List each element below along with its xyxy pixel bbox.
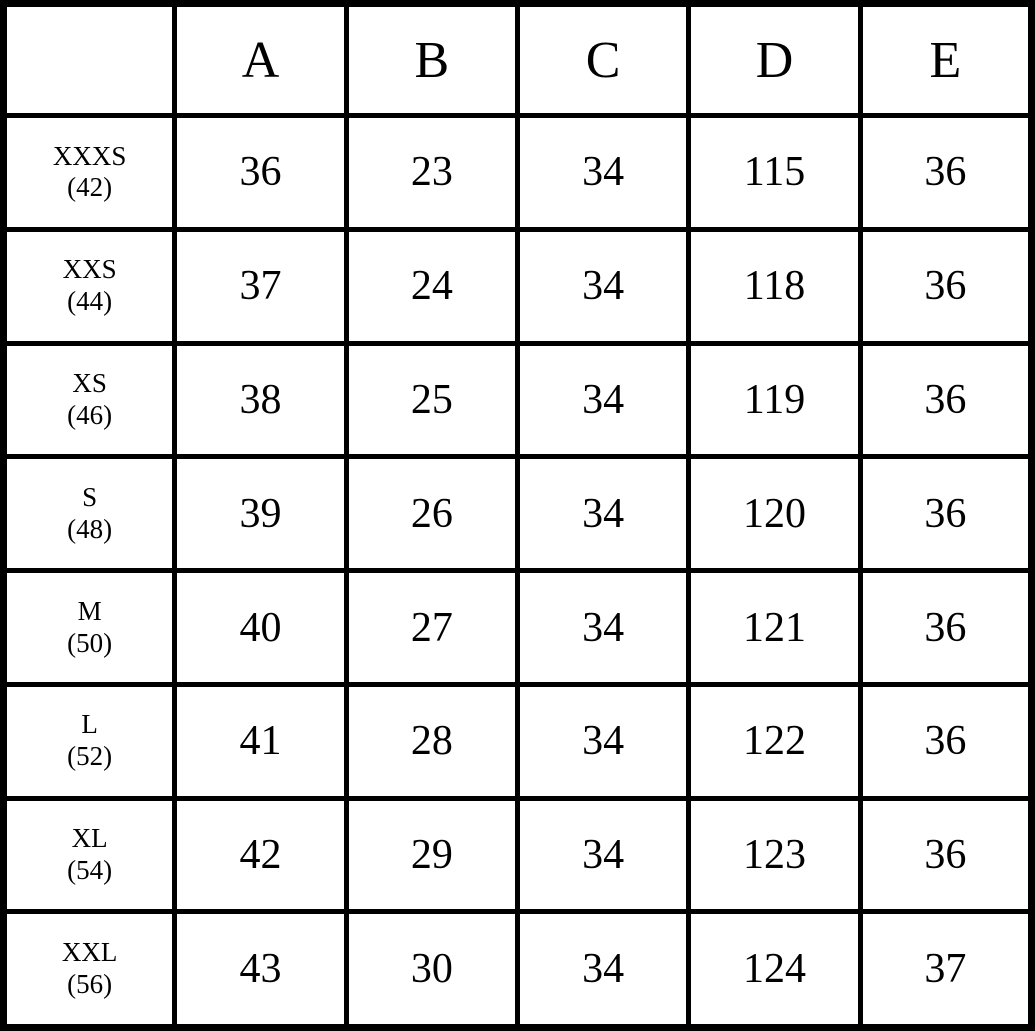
table-cell: 34 [514, 909, 692, 1030]
table-cell: 36 [857, 568, 1035, 687]
table-cell: 36 [172, 113, 349, 232]
table-row-xxs: XXS (44) 37 24 34 118 36 [0, 226, 1035, 346]
table-cell: 36 [857, 226, 1035, 346]
row-label: M (50) [0, 568, 178, 687]
table-row-m: M (50) 40 27 34 121 36 [0, 568, 1035, 687]
table-cell: 42 [172, 795, 349, 915]
table-cell: 34 [514, 795, 692, 915]
table-cell: 34 [514, 226, 692, 346]
table-row-xxl: XXL (56) 43 30 34 124 37 [0, 909, 1035, 1030]
table-row-xxxs: XXXS (42) 36 23 34 115 36 [0, 113, 1035, 232]
table-cell: 34 [514, 454, 692, 574]
column-header-c: C [514, 1, 692, 118]
column-header-e: E [857, 1, 1035, 118]
table-cell: 120 [686, 454, 863, 574]
table-cell: 34 [514, 340, 692, 460]
size-number: (42) [67, 172, 113, 203]
table-row-xl: XL (54) 42 29 34 123 36 [0, 795, 1035, 915]
size-name: XXXS [52, 140, 127, 171]
row-label: XXL (56) [0, 909, 178, 1030]
table-cell: 36 [857, 340, 1035, 460]
table-cell: 25 [343, 340, 520, 460]
table-cell: 24 [343, 226, 520, 346]
table-cell: 43 [172, 909, 349, 1030]
size-number: (50) [67, 627, 113, 658]
table-cell: 36 [857, 113, 1035, 232]
table-cell: 119 [686, 340, 863, 460]
column-header-b: B [343, 1, 520, 118]
column-header-d: D [686, 1, 863, 118]
row-label: L (52) [0, 681, 178, 801]
size-number: (46) [67, 399, 113, 430]
size-number: (52) [67, 741, 113, 772]
table-cell: 123 [686, 795, 863, 915]
size-number: (48) [67, 513, 113, 544]
column-header-a: A [172, 1, 349, 118]
row-label: XXXS (42) [0, 113, 178, 232]
table-cell: 36 [857, 795, 1035, 915]
table-cell: 29 [343, 795, 520, 915]
table-row-s: S (48) 39 26 34 120 36 [0, 454, 1035, 574]
table-cell: 34 [514, 113, 692, 232]
table-row-xs: XS (46) 38 25 34 119 36 [0, 340, 1035, 460]
table-row-l: L (52) 41 28 34 122 36 [0, 681, 1035, 801]
size-name: M [77, 595, 102, 626]
table-cell: 121 [686, 568, 863, 687]
size-name: S [82, 481, 98, 512]
table-cell: 124 [686, 909, 863, 1030]
size-name: L [81, 709, 98, 740]
table-cell: 38 [172, 340, 349, 460]
table-cell: 37 [857, 909, 1035, 1030]
size-name: XS [72, 368, 107, 399]
table-cell: 36 [857, 681, 1035, 801]
size-name: XXL [61, 937, 118, 968]
table-cell: 40 [172, 568, 349, 687]
table-cell: 34 [514, 681, 692, 801]
table-cell: 37 [172, 226, 349, 346]
size-name: XXS [62, 254, 117, 285]
table-cell: 34 [514, 568, 692, 687]
table-cell: 26 [343, 454, 520, 574]
row-label: XXS (44) [0, 226, 178, 346]
row-label: S (48) [0, 454, 178, 574]
corner-cell [0, 1, 178, 118]
table-cell: 30 [343, 909, 520, 1030]
table-cell: 36 [857, 454, 1035, 574]
header-row: A B C D E [0, 1, 1035, 118]
table-cell: 122 [686, 681, 863, 801]
size-number: (44) [67, 286, 113, 317]
size-name: XL [71, 823, 108, 854]
size-number: (54) [67, 855, 113, 886]
table-cell: 23 [343, 113, 520, 232]
table-cell: 27 [343, 568, 520, 687]
size-number: (56) [67, 969, 113, 1000]
row-label: XL (54) [0, 795, 178, 915]
table-cell: 118 [686, 226, 863, 346]
table-cell: 41 [172, 681, 349, 801]
table-cell: 39 [172, 454, 349, 574]
row-label: XS (46) [0, 340, 178, 460]
table-cell: 28 [343, 681, 520, 801]
table-cell: 115 [686, 113, 863, 232]
